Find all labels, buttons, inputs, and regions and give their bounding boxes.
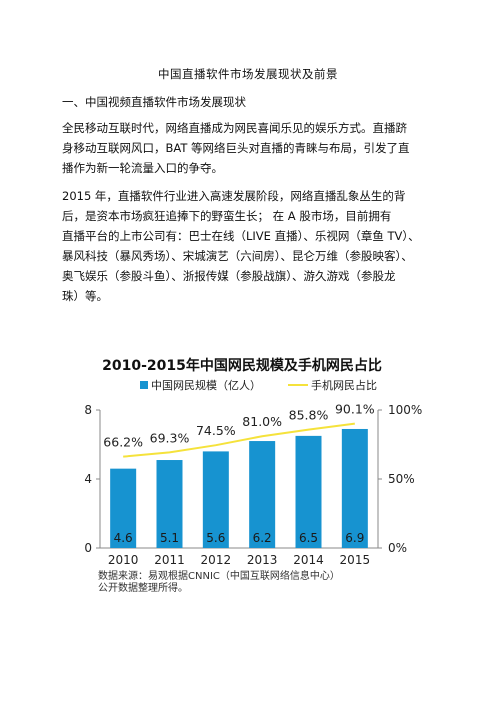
x-tick-label: 2015 [340,553,371,567]
bar-2012 [202,451,229,548]
y-tick-label: 4 [84,472,92,486]
line-value-label: 66.2% [103,435,143,450]
bar-value-label: 5.6 [206,531,225,545]
y-tick-label: 0 [84,541,92,555]
legend-bar-swatch [140,381,148,389]
bar-2013 [249,441,276,548]
paragraph-line: 身移动互联网风口，BAT 等网络巨头对直播的青睐与布局，引发了直 [62,141,410,155]
mobile-share-line [123,422,355,458]
paragraph-2: 2015 年，直播软件行业进入高速发展阶段，网络直播乱象丛生的背 后，是资本市场… [62,186,436,306]
paragraph-line: 珠）等。 [62,289,108,303]
line-value-label: 69.3% [150,430,190,445]
legend-bar-label: 中国网民规模（亿人） [151,378,261,392]
paragraph-line: 播作为新一轮流量入口的争夺。 [62,161,223,175]
paragraph-line: 全民移动互联时代，网络直播成为网民喜闻乐见的娱乐方式。直播跻 [62,121,407,135]
legend-line-label: 手机网民占比 [311,378,377,392]
y2-tick-label: 50% [388,472,415,486]
chart-title: 2010-2015年中国网民规模及手机网民占比 [102,357,382,374]
bar-value-label: 5.1 [160,531,179,545]
x-tick-label: 2011 [154,553,185,567]
bar-2010 [110,468,137,548]
paragraph-line: 直播平台的上市公司有：巴士在线（LIVE 直播）、乐视网（章鱼 TV）、 [62,229,420,243]
bar-2014 [295,435,322,548]
x-tick-label: 2013 [247,553,278,567]
bar-value-label: 6.5 [299,531,318,545]
paragraph-line: 后，是资本市场疯狂追捧下的野蛮生长； 在 A 股市场，目前拥有 [62,209,392,223]
document-title: 中国直播软件市场发展现状及前景 [158,67,338,81]
y2-tick-label: 100% [388,403,422,417]
paragraph-1: 全民移动互联时代，网络直播成为网民喜闻乐见的娱乐方式。直播跻 身移动互联网风口，… [62,118,436,178]
x-tick-label: 2014 [293,553,324,567]
line-value-label: 85.8% [289,408,329,423]
bar-2015 [341,428,368,548]
y2-tick-label: 0% [388,541,407,555]
section-heading: 一、中国视频直播软件市场发展现状 [62,95,246,109]
bar-value-label: 6.2 [253,531,272,545]
line-value-label: 81.0% [242,414,282,429]
chart-source-line: 公开数据整理所得。 [98,581,188,594]
paragraph-line: 2015 年，直播软件行业进入高速发展阶段，网络直播乱象丛生的背 [62,189,406,203]
x-tick-label: 2010 [108,553,139,567]
x-tick-label: 2012 [201,553,232,567]
bar-value-label: 4.6 [114,531,133,545]
line-value-label: 74.5% [196,423,236,438]
paragraph-line: 暴风科技（暴风秀场）、宋城演艺（六间房）、昆仑万维（参股映客）、 [62,249,413,263]
bar-2011 [156,460,183,548]
chart-source-line: 数据来源：易观根据CNNIC（中国互联网络信息中心） [98,569,340,582]
line-value-label: 90.1% [335,402,375,417]
bar-value-label: 6.9 [345,531,364,545]
paragraph-line: 奥飞娱乐（参股斗鱼）、浙报传媒（参股战旗）、游久游戏（参股龙 [62,269,396,283]
y-tick-label: 8 [84,403,92,417]
